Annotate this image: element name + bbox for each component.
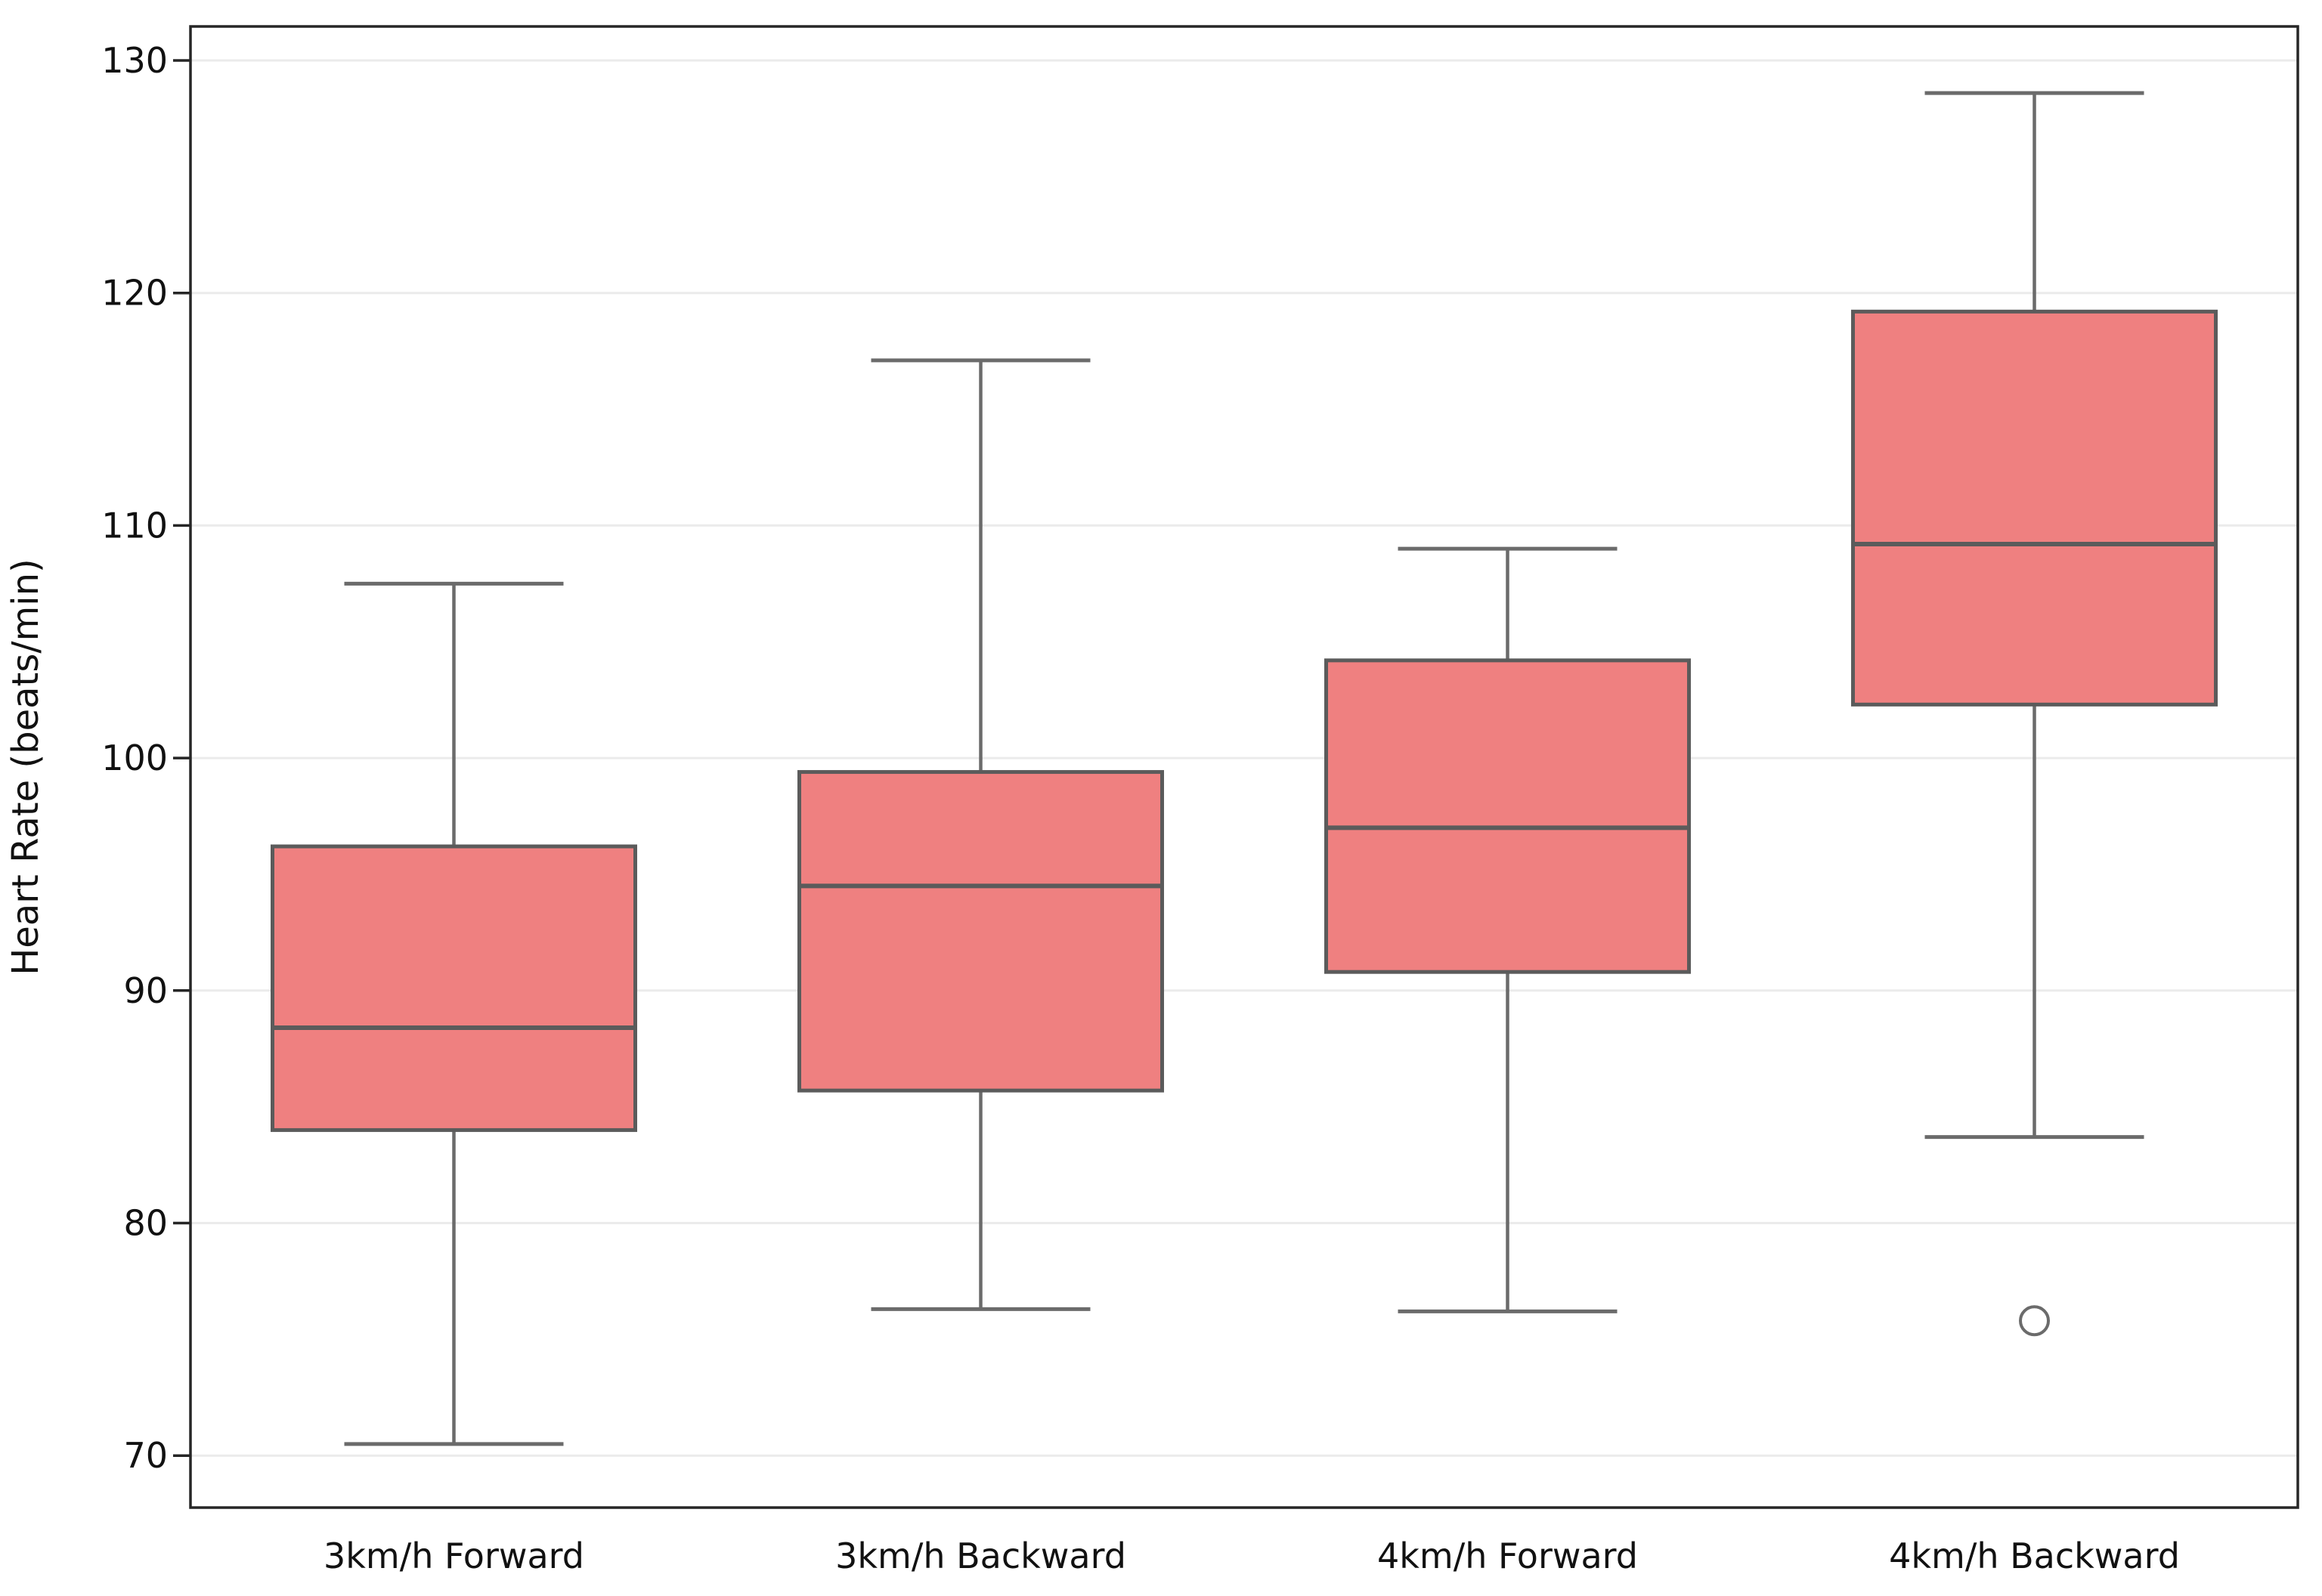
y-axis-ticks: 70 80 90 100 110 120 130	[101, 40, 190, 1476]
box-series	[271, 91, 2218, 1446]
outlier-point	[2019, 1305, 2050, 1337]
iqr-box	[797, 770, 1164, 1093]
plot-frame	[189, 25, 2299, 1509]
y-tick-label-70: 70	[123, 1435, 168, 1476]
box-group-4km-h-backward	[1851, 91, 2218, 1337]
y-axis-title: Heart Rate (beats/min)	[5, 558, 47, 976]
y-tick-label-80: 80	[123, 1203, 168, 1244]
box-group-3km-h-forward	[271, 581, 637, 1446]
iqr-box	[1851, 309, 2218, 707]
box-group-3km-h-backward	[797, 358, 1164, 1311]
gridlines	[190, 59, 2298, 1457]
y-tick-label-120: 120	[101, 273, 168, 314]
plot-border	[189, 25, 2299, 1509]
x-axis-category-labels: 3km/h Forward 3km/h Backward 4km/h Forward…	[324, 1536, 2180, 1576]
x-category-label-4km-h-backward: 4km/h Backward	[1889, 1536, 2180, 1576]
x-category-label-3km-h-forward: 3km/h Forward	[324, 1536, 584, 1576]
x-category-label-4km-h-forward: 4km/h Forward	[1377, 1536, 1638, 1576]
y-tick-label-130: 130	[101, 40, 168, 81]
y-tick-label-90: 90	[123, 970, 168, 1011]
x-category-label-3km-h-backward: 3km/h Backward	[835, 1536, 1126, 1576]
box-group-4km-h-forward	[1324, 546, 1691, 1313]
iqr-box	[1324, 658, 1691, 974]
y-tick-label-110: 110	[101, 505, 168, 546]
iqr-box	[271, 844, 637, 1132]
y-tick-label-100: 100	[101, 738, 168, 778]
